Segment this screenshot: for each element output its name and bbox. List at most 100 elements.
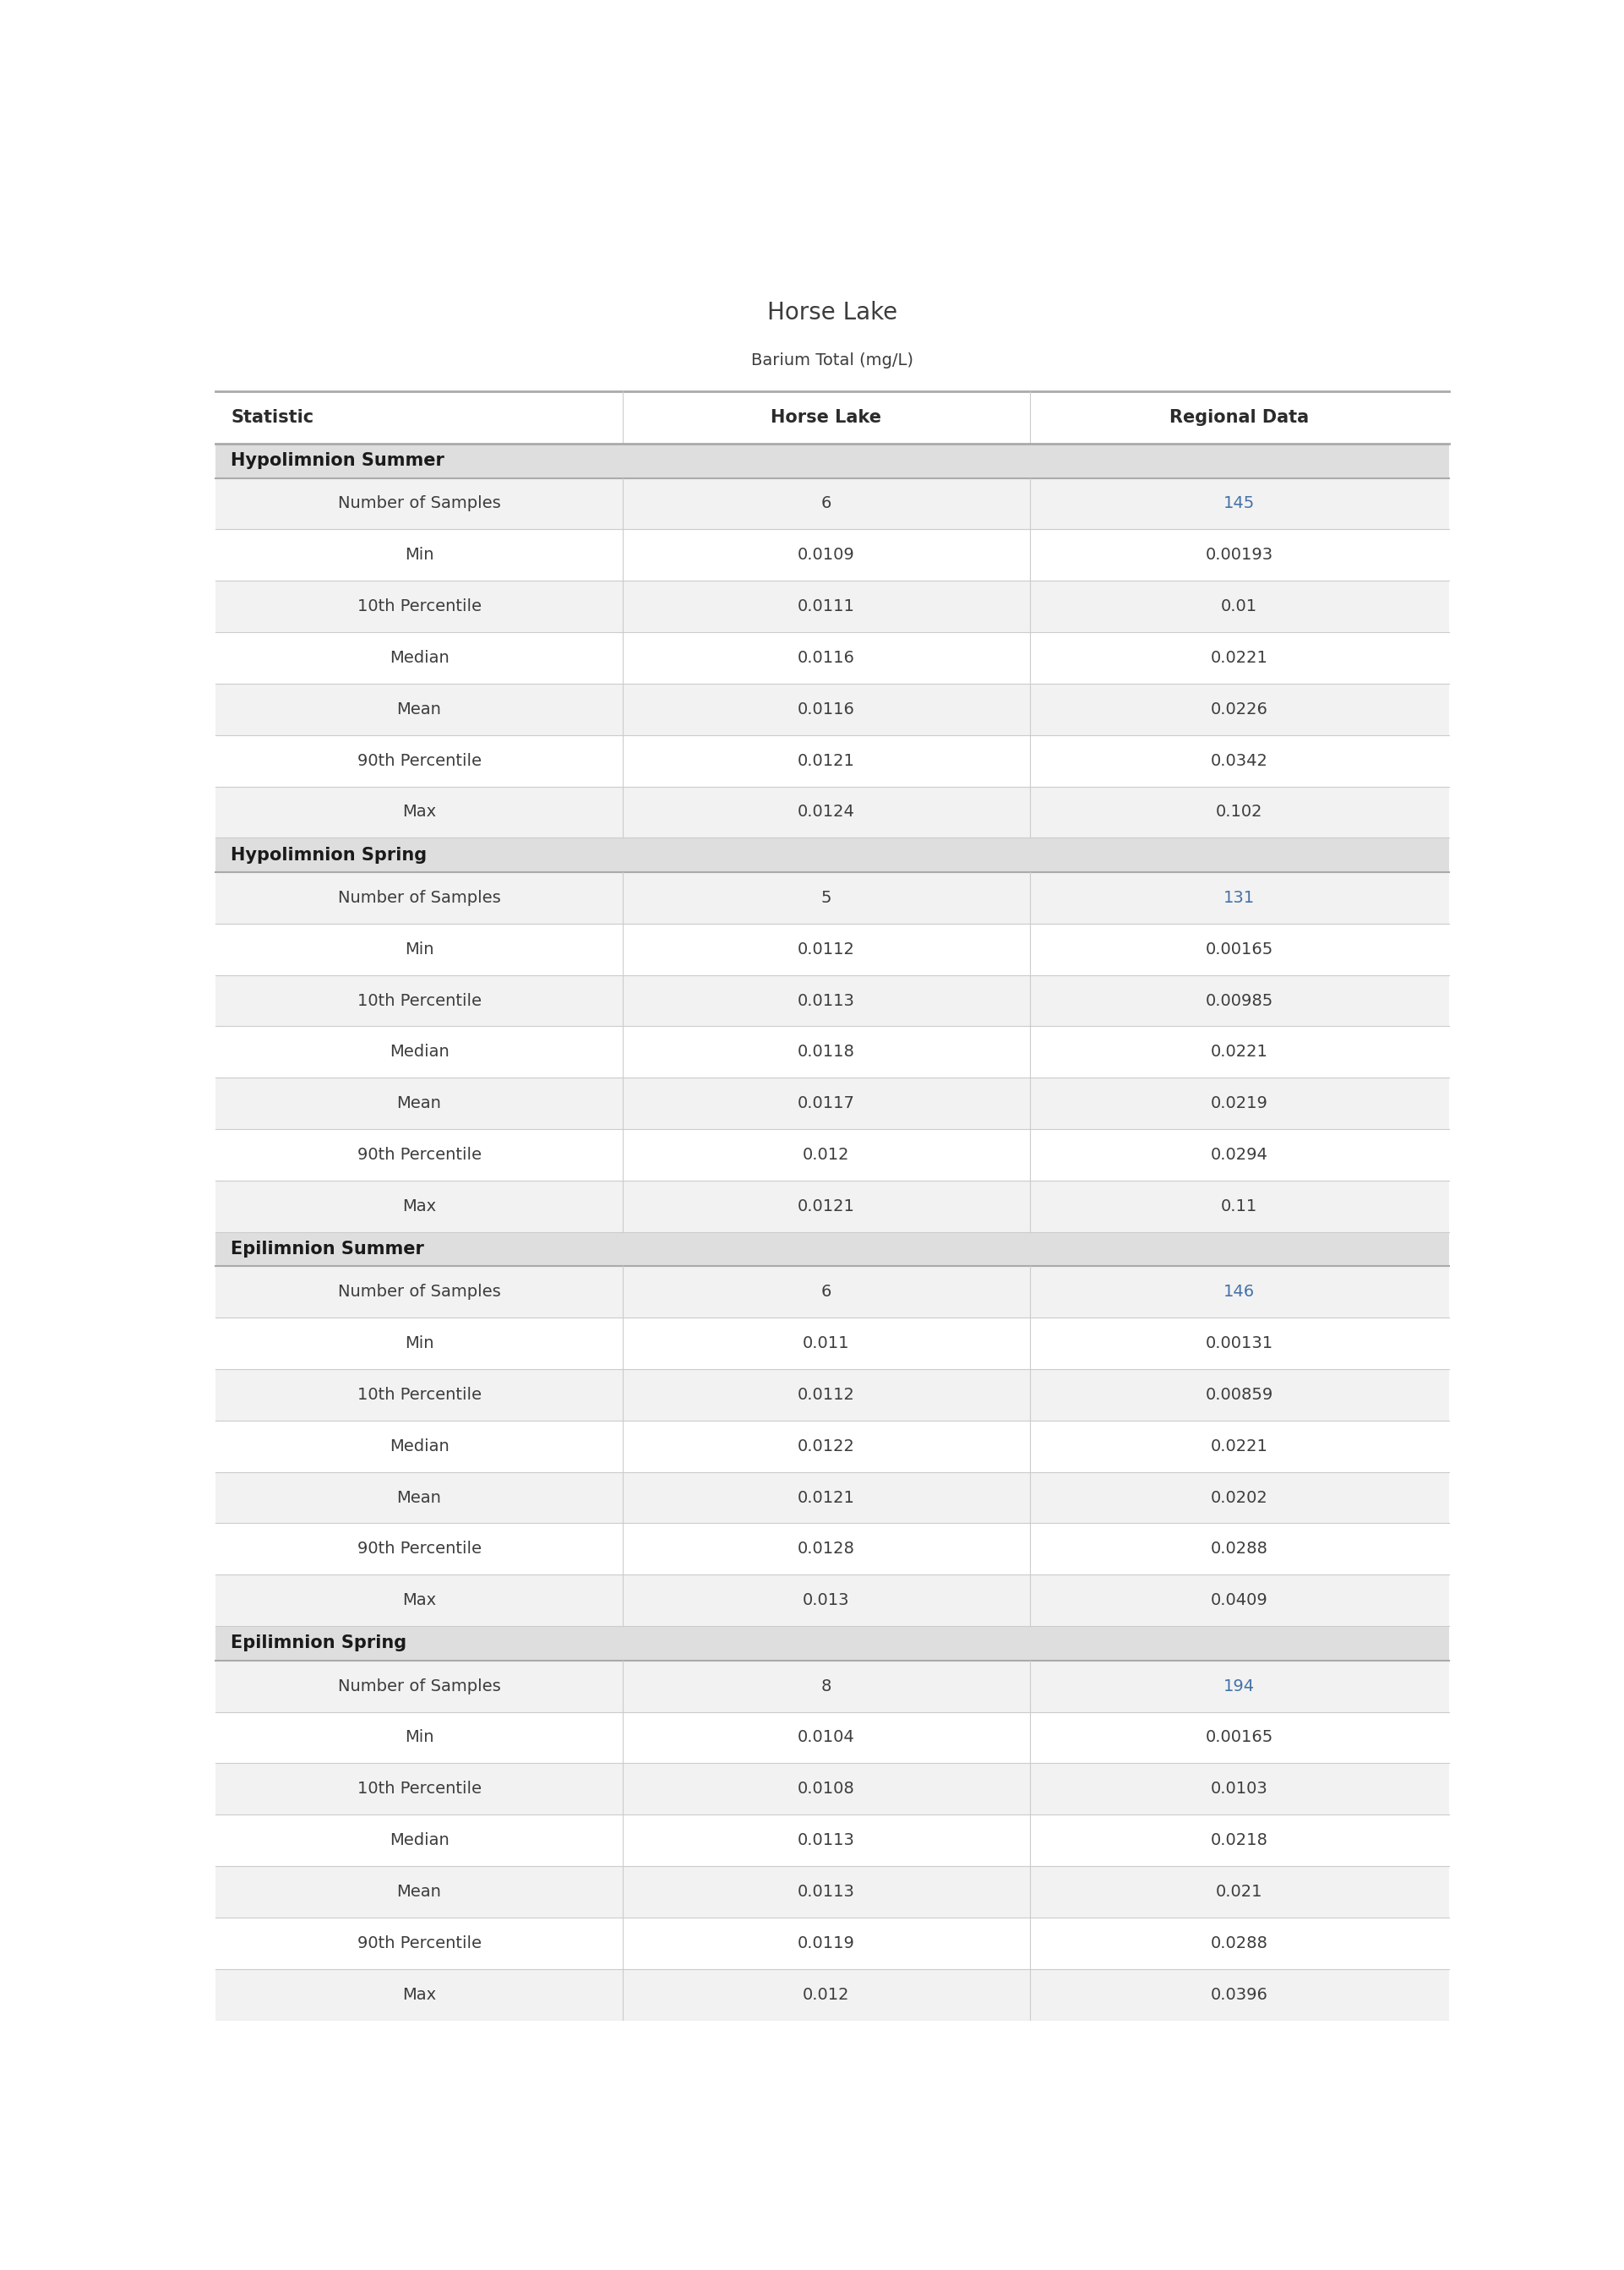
Text: Number of Samples: Number of Samples <box>338 495 500 511</box>
Text: 0.0112: 0.0112 <box>797 1387 854 1403</box>
Text: 8: 8 <box>820 1678 831 1693</box>
Text: Regional Data: Regional Data <box>1169 409 1309 427</box>
Text: 194: 194 <box>1223 1678 1255 1693</box>
Text: 0.00193: 0.00193 <box>1205 547 1273 563</box>
Text: 0.0119: 0.0119 <box>797 1934 854 1952</box>
Bar <box>216 1369 1449 1421</box>
Text: 0.0103: 0.0103 <box>1212 1782 1268 1798</box>
Text: Mean: Mean <box>396 701 442 717</box>
Text: Hypolimnion Summer: Hypolimnion Summer <box>231 452 445 470</box>
Text: Number of Samples: Number of Samples <box>338 1285 500 1301</box>
Text: Median: Median <box>390 649 448 665</box>
Text: 0.0111: 0.0111 <box>797 599 854 615</box>
Text: 146: 146 <box>1223 1285 1255 1301</box>
Text: 0.0294: 0.0294 <box>1210 1146 1268 1162</box>
Text: 0.0121: 0.0121 <box>797 1199 854 1214</box>
Text: 0.0218: 0.0218 <box>1210 1832 1268 1848</box>
Text: 0.021: 0.021 <box>1216 1884 1263 1900</box>
Bar <box>216 1523 1449 1575</box>
Text: 0.0221: 0.0221 <box>1210 1439 1268 1455</box>
Text: Epilimnion Spring: Epilimnion Spring <box>231 1634 406 1653</box>
Text: 0.102: 0.102 <box>1216 804 1263 819</box>
Text: 0.0202: 0.0202 <box>1212 1489 1268 1505</box>
Text: Mean: Mean <box>396 1489 442 1505</box>
Text: Number of Samples: Number of Samples <box>338 1678 500 1693</box>
Text: 0.0121: 0.0121 <box>797 754 854 770</box>
Bar <box>216 1026 1449 1078</box>
Text: 0.0104: 0.0104 <box>797 1730 854 1746</box>
Text: 0.0118: 0.0118 <box>797 1044 854 1060</box>
Text: 0.0113: 0.0113 <box>797 1832 854 1848</box>
Text: 131: 131 <box>1223 890 1255 906</box>
Text: 0.01: 0.01 <box>1221 599 1257 615</box>
Text: 10th Percentile: 10th Percentile <box>357 1387 481 1403</box>
Text: Min: Min <box>404 1335 434 1351</box>
Bar <box>216 1764 1449 1814</box>
Bar <box>216 581 1449 633</box>
Text: Min: Min <box>404 942 434 958</box>
Text: Horse Lake: Horse Lake <box>771 409 882 427</box>
Text: Min: Min <box>404 1730 434 1746</box>
Text: 0.00859: 0.00859 <box>1205 1387 1273 1403</box>
Text: Min: Min <box>404 547 434 563</box>
Text: Mean: Mean <box>396 1884 442 1900</box>
Bar <box>216 1078 1449 1128</box>
Text: 0.0288: 0.0288 <box>1210 1934 1268 1952</box>
Text: 0.013: 0.013 <box>802 1594 849 1609</box>
Text: 0.0112: 0.0112 <box>797 942 854 958</box>
Bar <box>216 735 1449 785</box>
Bar <box>216 1625 1449 1659</box>
Bar <box>216 1180 1449 1233</box>
Text: Median: Median <box>390 1439 448 1455</box>
Text: 145: 145 <box>1223 495 1255 511</box>
Bar <box>216 1233 1449 1267</box>
Text: 0.0109: 0.0109 <box>797 547 854 563</box>
Text: Median: Median <box>390 1044 448 1060</box>
Bar <box>216 529 1449 581</box>
Bar <box>216 974 1449 1026</box>
Bar <box>216 872 1449 924</box>
Bar <box>216 1814 1449 1866</box>
Bar <box>216 1421 1449 1471</box>
Text: 90th Percentile: 90th Percentile <box>357 1146 481 1162</box>
Text: 0.0116: 0.0116 <box>797 701 854 717</box>
Bar <box>216 1918 1449 1968</box>
Text: 10th Percentile: 10th Percentile <box>357 992 481 1008</box>
Text: 10th Percentile: 10th Percentile <box>357 599 481 615</box>
Bar <box>216 924 1449 974</box>
Bar <box>216 1317 1449 1369</box>
Bar <box>216 1267 1449 1317</box>
Text: 0.0288: 0.0288 <box>1210 1541 1268 1557</box>
Bar <box>216 479 1449 529</box>
Text: 0.0221: 0.0221 <box>1210 1044 1268 1060</box>
Text: 0.00985: 0.00985 <box>1205 992 1273 1008</box>
Bar <box>216 1128 1449 1180</box>
Text: 0.0116: 0.0116 <box>797 649 854 665</box>
Text: Max: Max <box>403 1986 437 2002</box>
Text: 0.11: 0.11 <box>1221 1199 1257 1214</box>
Text: Horse Lake: Horse Lake <box>767 300 898 325</box>
Text: 0.0342: 0.0342 <box>1210 754 1268 770</box>
Bar <box>216 443 1449 479</box>
Text: 90th Percentile: 90th Percentile <box>357 1934 481 1952</box>
Text: 0.0117: 0.0117 <box>797 1096 854 1112</box>
Text: 0.011: 0.011 <box>802 1335 849 1351</box>
Text: 0.0113: 0.0113 <box>797 1884 854 1900</box>
Text: Statistic: Statistic <box>231 409 313 427</box>
Text: 0.0124: 0.0124 <box>797 804 854 819</box>
Text: Max: Max <box>403 1199 437 1214</box>
Text: 0.0219: 0.0219 <box>1210 1096 1268 1112</box>
Bar <box>216 1659 1449 1712</box>
Bar <box>216 838 1449 872</box>
Text: 0.0122: 0.0122 <box>797 1439 854 1455</box>
Bar <box>216 1712 1449 1764</box>
Text: 6: 6 <box>820 495 831 511</box>
Bar <box>216 1968 1449 2020</box>
Text: 0.0121: 0.0121 <box>797 1489 854 1505</box>
Bar <box>216 390 1449 443</box>
Text: 0.0409: 0.0409 <box>1212 1594 1268 1609</box>
Text: 0.012: 0.012 <box>802 1986 849 2002</box>
Text: 5: 5 <box>820 890 831 906</box>
Text: Epilimnion Summer: Epilimnion Summer <box>231 1242 424 1258</box>
Text: Hypolimnion Spring: Hypolimnion Spring <box>231 847 427 863</box>
